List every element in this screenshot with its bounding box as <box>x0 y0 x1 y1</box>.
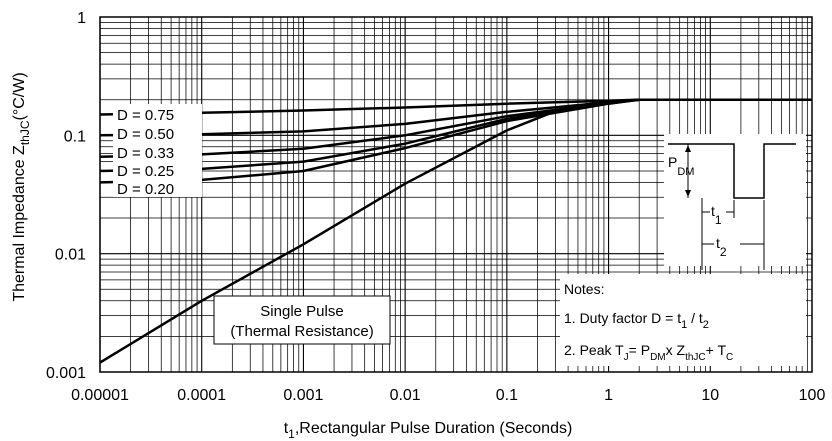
y-tick-label: 0.001 <box>46 365 86 382</box>
series-label-d050: D = 0.50 <box>117 126 174 143</box>
inset-background <box>664 134 806 266</box>
pulse-waveform <box>668 143 796 199</box>
series-label-d075: D = 0.75 <box>117 107 174 124</box>
single-pulse-label-line1: Single Pulse <box>260 303 343 320</box>
y-axis-title: Thermal Impedance ZthJC(°C/W) <box>11 72 32 301</box>
series-label-d020: D = 0.20 <box>117 181 174 198</box>
x-tick-label: 10 <box>701 387 719 404</box>
tick-labels: 0.00001 0.0001 0.001 0.01 0.1 1 10 100 1 0.1 0.01 0… <box>46 10 825 404</box>
x-tick-label: 0.1 <box>496 387 518 404</box>
series-label-d025: D = 0.25 <box>117 163 174 180</box>
plot-frame <box>99 16 813 373</box>
t2-label: t2 <box>716 235 727 259</box>
y-tick-label: 0.01 <box>55 247 86 264</box>
t1-label: t1 <box>711 203 722 227</box>
x-tick-label: 100 <box>799 387 826 404</box>
pdm-arrow-bottom-icon <box>685 190 691 197</box>
series-label-box-bg <box>113 104 202 197</box>
x-axis-title: t1,Rectangular Pulse Duration (Seconds) <box>284 420 573 441</box>
x-tick-label: 1 <box>604 387 613 404</box>
series-label-boxes <box>113 104 202 197</box>
x-tick-label: 0.0001 <box>177 387 226 404</box>
x-tick-label: 0.01 <box>390 387 421 404</box>
notes-title: Notes: <box>564 281 604 297</box>
single-pulse-label-line2: (Thermal Resistance) <box>230 323 373 340</box>
pdm-label: PDM <box>668 154 694 178</box>
series-line-5 <box>99 98 812 364</box>
single-pulse-label-box <box>213 295 391 345</box>
notes-box: Notes: 1. Duty factor D = t1 / t2 2. Pea… <box>560 274 806 366</box>
series-label-d033: D = 0.33 <box>117 145 174 162</box>
y-tick-label: 0.1 <box>64 128 86 145</box>
x-tick-label: 0.001 <box>283 387 323 404</box>
notes-background <box>560 274 806 366</box>
x-tick-label: 0.00001 <box>71 387 129 404</box>
series-lines <box>99 98 812 364</box>
notes-line-1: 1. Duty factor D = t1 / t2 <box>564 310 709 331</box>
notes-line-2: 2. Peak TJ= PDMx ZthJC+ TC <box>564 342 733 363</box>
y-tick-label: 1 <box>77 10 86 27</box>
pulse-waveform-inset: PDM t1 t2 <box>664 134 806 270</box>
pdm-arrow-top-icon <box>685 145 691 152</box>
